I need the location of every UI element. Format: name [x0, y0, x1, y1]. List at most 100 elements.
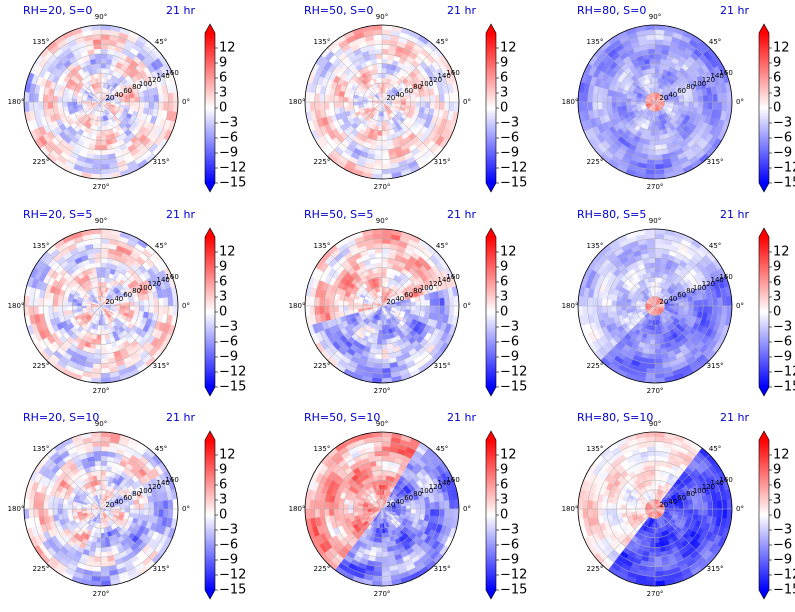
heatmap-cell: [156, 109, 164, 119]
heatmap-cell: [138, 264, 148, 274]
heatmap-cell: [382, 372, 392, 379]
heatmap-cell: [93, 105, 99, 110]
heatmap-cell: [367, 304, 373, 307]
colorbar-tick-label: −9: [500, 145, 520, 161]
heatmap-cell: [101, 121, 105, 127]
heatmap-cell: [127, 109, 134, 116]
heatmap-cell: [625, 264, 634, 272]
heatmap-cell: [659, 78, 665, 85]
heatmap-cell: [386, 63, 393, 70]
heatmap-cell: [74, 347, 83, 356]
heatmap-cell: [369, 118, 375, 125]
heatmap-cell: [592, 57, 602, 69]
heatmap-cell: [381, 87, 384, 93]
heatmap-cell: [377, 306, 382, 309]
heatmap-cell: [381, 238, 391, 244]
heatmap-cell: [405, 55, 415, 64]
heatmap-cell: [654, 257, 662, 264]
heatmap-cell: [655, 329, 659, 336]
heatmap-cell: [613, 327, 621, 336]
heatmap-cell: [386, 282, 392, 289]
heatmap-cell: [385, 308, 390, 314]
heatmap-cell: [406, 84, 414, 91]
heatmap-cell: [97, 87, 100, 93]
heatmap-cell: [121, 351, 131, 360]
heatmap-cell: [695, 340, 706, 351]
heatmap-cell: [365, 294, 371, 299]
heatmap-cell: [108, 296, 114, 302]
panel-5-frame: [304, 228, 460, 384]
heatmap-cell: [423, 293, 431, 301]
heatmap-cell: [413, 247, 424, 257]
heatmap-cell: [385, 299, 391, 304]
heatmap-cell: [126, 112, 133, 119]
heatmap-cell: [63, 291, 70, 298]
heatmap-cell: [659, 338, 666, 345]
heatmap-cell: [89, 289, 94, 295]
heatmap-cell: [124, 74, 132, 82]
heatmap-cell: [367, 321, 373, 328]
angular-tick-label: 225°: [313, 362, 331, 371]
heatmap-cell: [148, 101, 155, 109]
heatmap-cell: [601, 95, 608, 103]
heatmap-cell: [377, 306, 382, 308]
heatmap-cell: [712, 101, 718, 111]
heatmap-cell: [651, 111, 654, 117]
heatmap-cell: [651, 315, 654, 321]
heatmap-cell: [385, 308, 391, 313]
heatmap-cell: [355, 36, 366, 45]
heatmap-cell: [330, 248, 341, 259]
heatmap-cell: [125, 288, 133, 295]
heatmap-cell: [314, 258, 325, 271]
heatmap-cell: [644, 24, 655, 31]
heatmap-cell: [652, 301, 655, 306]
heatmap-cell: [693, 305, 699, 312]
angular-tick-label: 270°: [92, 387, 110, 395]
heatmap-cell: [408, 255, 418, 264]
heatmap-cell: [131, 128, 140, 137]
heatmap-cell: [658, 272, 664, 279]
colorbar-gradient: [486, 33, 496, 183]
heatmap-cell: [423, 120, 432, 129]
heatmap-cell: [144, 356, 156, 368]
heatmap-cell: [596, 124, 606, 134]
heatmap-cell: [340, 247, 351, 257]
heatmap-cell: [606, 306, 613, 313]
heatmap-cell: [606, 311, 614, 319]
heatmap-cell: [721, 305, 728, 316]
colorbar-tick-label: 0: [500, 100, 509, 116]
heatmap-cell: [678, 278, 686, 286]
heatmap-cell: [88, 257, 96, 265]
heatmap-cell: [93, 88, 98, 94]
heatmap-cell: [382, 99, 387, 102]
heatmap-cell: [439, 101, 445, 111]
heatmap-cell: [371, 173, 383, 180]
heatmap-cell: [343, 47, 354, 57]
heatmap-cell: [108, 113, 113, 119]
heatmap-cell: [26, 324, 35, 336]
heatmap-cell: [673, 256, 682, 265]
heatmap-cell: [354, 368, 365, 377]
heatmap-cell: [153, 305, 160, 314]
heatmap-cell: [331, 128, 341, 138]
heatmap-cell: [656, 92, 659, 98]
heatmap-cell: [587, 314, 595, 324]
heatmap-cell: [698, 152, 710, 164]
radial-tick-label: 160: [446, 68, 460, 77]
heatmap-cell: [83, 238, 93, 246]
heatmap-cell: [372, 89, 378, 95]
heatmap-cell: [435, 339, 445, 351]
heatmap-cell: [610, 52, 620, 62]
heatmap-cell: [385, 319, 390, 325]
heatmap-cell: [73, 71, 81, 79]
heatmap-cell: [101, 339, 107, 345]
heatmap-cell: [87, 112, 93, 118]
heatmap-cell: [610, 359, 622, 369]
heatmap-cell: [86, 64, 93, 71]
heatmap-cell: [580, 276, 589, 288]
heatmap-cell: [676, 59, 685, 68]
heatmap-cell: [382, 329, 386, 336]
heatmap-cell: [387, 318, 392, 325]
heatmap-cell: [678, 305, 685, 310]
heatmap-cell: [623, 43, 633, 53]
